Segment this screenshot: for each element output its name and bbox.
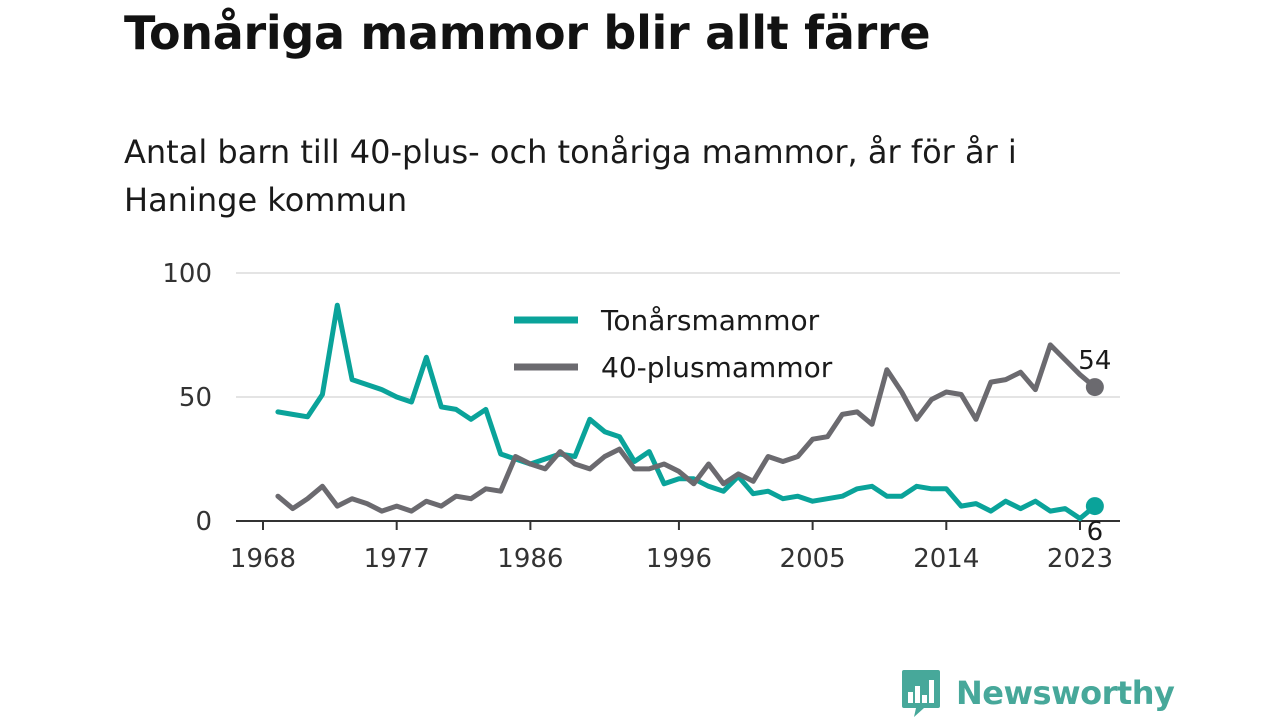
x-tick-label-2014: 2014 <box>913 544 979 574</box>
chart-subtitle: Antal barn till 40-plus- och tonåriga ma… <box>124 133 1017 219</box>
end-markers: 6 54 <box>1078 346 1111 547</box>
x-axis-ticks: 1968 1977 1986 1996 2005 2014 2023 <box>230 521 1113 574</box>
y-tick-label-100: 100 <box>162 259 212 289</box>
chart-title: Tonåriga mammor blir allt färre <box>124 6 931 60</box>
x-tick-label-1968: 1968 <box>230 544 296 574</box>
series-line-40-plusmammor <box>275 342 1098 514</box>
end-label-40-plusmammor: 54 <box>1078 346 1111 376</box>
y-axis-ticks: 0 50 100 <box>162 259 212 537</box>
x-tick-label-1977: 1977 <box>364 544 430 574</box>
legend-background <box>505 298 850 390</box>
legend-label-40-plusmammor: 40-plusmammor <box>601 351 833 384</box>
line-chart: 0 50 100 1968 1977 1986 1996 2005 2014 2023 Tonå… <box>162 259 1120 574</box>
x-tick-label-2005: 2005 <box>780 544 846 574</box>
x-tick-label-1996: 1996 <box>646 544 712 574</box>
legend-label-tonarsmammor: Tonårsmammor <box>600 304 820 337</box>
y-tick-label-50: 50 <box>179 383 212 413</box>
series-lines <box>275 302 1098 521</box>
end-marker-ton-rsmammor <box>1085 497 1104 516</box>
legend: Tonårsmammor 40-plusmammor <box>505 298 850 390</box>
end-marker-40-plusmammor <box>1085 378 1104 397</box>
x-tick-label-1986: 1986 <box>497 544 563 574</box>
end-label-ton-rsmammor: 6 <box>1087 517 1104 547</box>
y-tick-label-0: 0 <box>195 507 212 537</box>
newsworthy-logo-icon <box>902 670 940 717</box>
x-tick-label-2023: 2023 <box>1047 544 1113 574</box>
brand-name: Newsworthy <box>956 674 1175 712</box>
brand-logo: Newsworthy <box>900 668 1175 718</box>
